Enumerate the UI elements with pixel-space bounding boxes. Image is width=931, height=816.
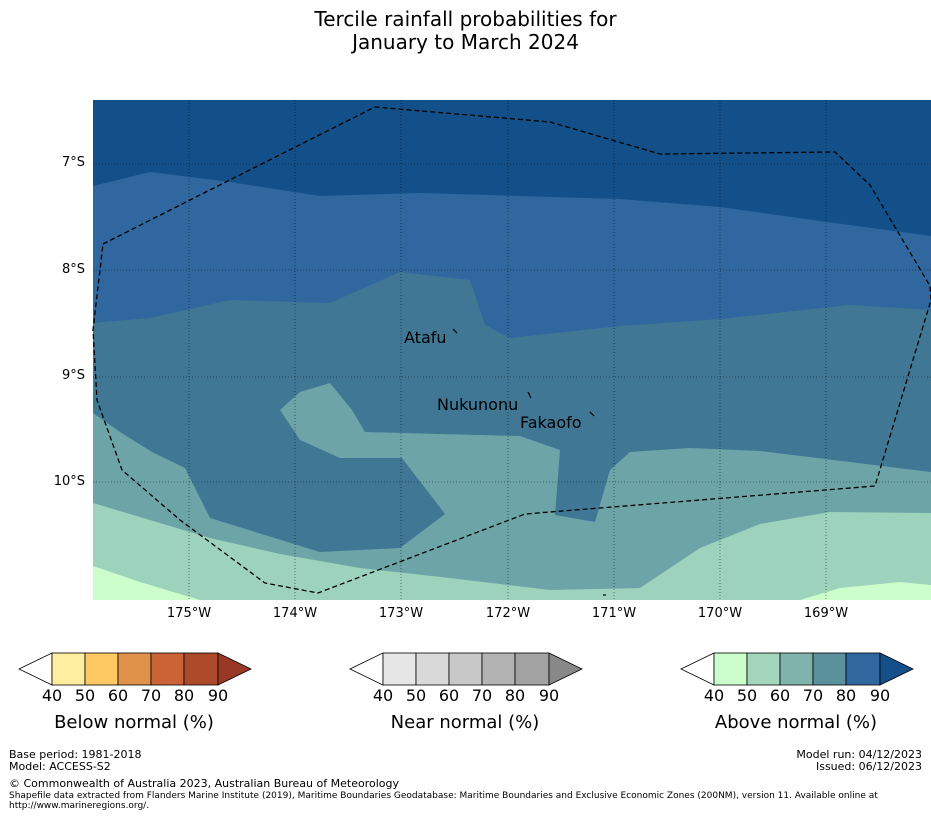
colorbar-above-swatches (680, 652, 914, 686)
below-swatch-under (18, 652, 53, 686)
above-swatch-60 (779, 652, 814, 686)
colorbar-above-label: Above normal (%) (714, 712, 878, 733)
above-swatch-70 (812, 652, 847, 686)
copyright-text: © Commonwealth of Australia 2023, Austra… (9, 777, 399, 790)
colorbar-below-ticks: 40 50 60 70 80 90 (14, 686, 254, 706)
above-swatch-40 (713, 652, 748, 686)
model-run-text: Model run: 04/12/2023 (796, 748, 922, 761)
footer-left: Base period: 1981-2018 Model: ACCESS-S2 (9, 749, 141, 773)
title-line-1: Tercile rainfall probabilities for (314, 7, 617, 31)
near-tick-40: 40 (372, 686, 394, 705)
near-swatch-over (548, 652, 583, 686)
layer-above-50 (93, 503, 931, 600)
below-tick-70: 70 (140, 686, 162, 705)
below-swatch-80 (183, 652, 219, 686)
base-period-text: Base period: 1981-2018 (9, 748, 142, 761)
colorbar-near-label: Near normal (%) (390, 712, 540, 733)
colorbar-near-swatches (349, 652, 583, 686)
lat-label-9s: 9°S (61, 368, 85, 383)
lat-label-8s: 8°S (61, 262, 85, 277)
above-tick-80: 80 (835, 686, 857, 705)
graticule (93, 100, 931, 600)
below-swatch-70 (150, 652, 185, 686)
footer-right: Model run: 04/12/2023 Issued: 06/12/2023 (796, 749, 922, 773)
place-label-atafu: Atafu (404, 328, 447, 347)
nukunonu-island (527, 391, 532, 399)
probability-layers (93, 100, 931, 600)
colorbar-above-normal: 40 50 60 70 80 90 Above normal (%) (676, 652, 916, 733)
below-tick-60: 60 (107, 686, 129, 705)
map-title: Tercile rainfall probabilities for Janua… (0, 8, 931, 54)
near-swatch-40 (382, 652, 417, 686)
shapefile-note: Shapefile data extracted from Flanders M… (9, 791, 878, 811)
near-tick-70: 70 (471, 686, 493, 705)
above-tick-60: 60 (769, 686, 791, 705)
above-swatch-over (879, 652, 914, 686)
title-line-2: January to March 2024 (352, 30, 579, 54)
lon-label-170w: 170°W (697, 606, 743, 621)
above-tick-70: 70 (802, 686, 824, 705)
near-tick-50: 50 (405, 686, 427, 705)
lat-label-10s: 10°S (53, 474, 85, 489)
colorbar-below-swatches (18, 652, 252, 686)
place-label-nukunonu: Nukunonu (437, 395, 519, 414)
near-swatch-under (349, 652, 384, 686)
near-swatch-70 (481, 652, 516, 686)
colorbar-near-ticks: 40 50 60 70 80 90 (345, 686, 585, 706)
above-tick-90: 90 (869, 686, 891, 705)
colorbar-near-normal: 40 50 60 70 80 90 Near normal (%) (345, 652, 585, 733)
near-tick-60: 60 (438, 686, 460, 705)
layer-above-40 (93, 566, 931, 600)
eez-boundary (92, 106, 931, 594)
near-tick-80: 80 (504, 686, 526, 705)
below-swatch-over (217, 652, 252, 686)
below-swatch-40 (51, 652, 86, 686)
lon-label-172w: 172°W (485, 606, 531, 621)
below-tick-50: 50 (74, 686, 96, 705)
near-swatch-60 (448, 652, 483, 686)
below-swatch-50 (84, 652, 119, 686)
colorbar-above-ticks: 40 50 60 70 80 90 (676, 686, 916, 706)
fakaofo-island (589, 411, 595, 417)
issued-text: Issued: 06/12/2023 (815, 760, 922, 773)
place-label-fakaofo: Fakaofo (520, 413, 582, 432)
below-tick-40: 40 (41, 686, 63, 705)
lon-label-173w: 173°W (378, 606, 424, 621)
colorbar-below-label: Below normal (%) (54, 712, 214, 733)
below-swatch-60 (117, 652, 152, 686)
below-tick-90: 90 (207, 686, 229, 705)
lon-label-174w: 174°W (272, 606, 318, 621)
near-swatch-80 (514, 652, 550, 686)
above-tick-40: 40 (703, 686, 725, 705)
near-swatch-50 (415, 652, 450, 686)
model-text: Model: ACCESS-S2 (9, 760, 111, 773)
above-tick-50: 50 (736, 686, 758, 705)
above-swatch-50 (746, 652, 781, 686)
lat-label-7s: 7°S (61, 155, 85, 170)
lon-label-171w: 171°W (591, 606, 637, 621)
above-swatch-under (680, 652, 715, 686)
lon-label-175w: 175°W (166, 606, 212, 621)
above-swatch-80 (845, 652, 881, 686)
below-tick-80: 80 (173, 686, 195, 705)
lon-label-169w: 169°W (803, 606, 849, 621)
atafu-island (452, 328, 458, 334)
near-tick-90: 90 (538, 686, 560, 705)
island-markers (452, 328, 606, 596)
colorbar-below-normal: 40 50 60 70 80 90 Below normal (%) (14, 652, 254, 733)
